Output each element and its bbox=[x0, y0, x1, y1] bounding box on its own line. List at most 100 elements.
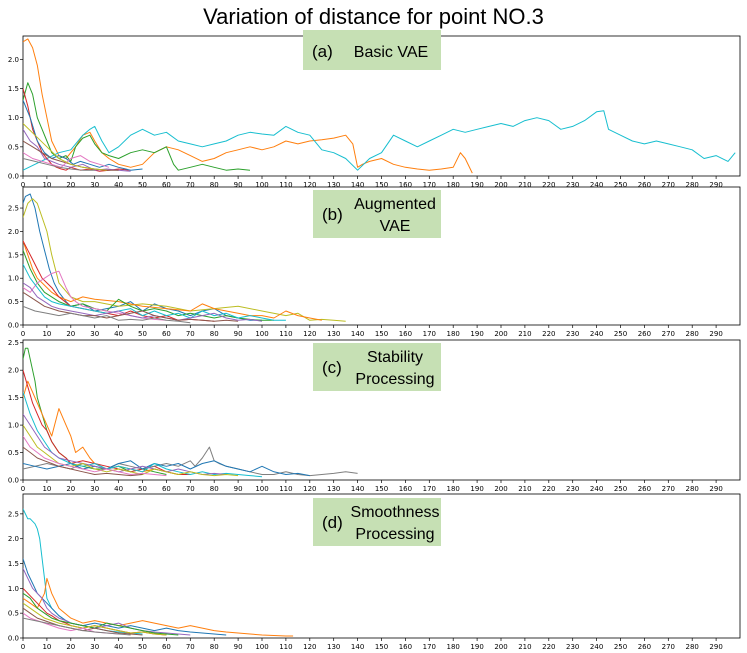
series-line-olive bbox=[23, 424, 239, 477]
x-tick-label: 100 bbox=[255, 330, 268, 338]
x-tick-label: 120 bbox=[303, 181, 316, 189]
y-tick-label: 0.0 bbox=[8, 635, 19, 643]
x-tick-label: 30 bbox=[90, 485, 99, 493]
x-tick-label: 80 bbox=[210, 181, 219, 189]
x-tick-label: 90 bbox=[234, 485, 243, 493]
x-tick-label: 0 bbox=[21, 330, 25, 338]
series-line-cyan bbox=[23, 263, 286, 321]
x-tick-label: 250 bbox=[614, 485, 627, 493]
panel-label: (c) bbox=[322, 358, 342, 377]
x-tick-label: 50 bbox=[138, 643, 147, 651]
series-line-olive bbox=[23, 198, 346, 322]
y-tick-label: 2.0 bbox=[8, 367, 19, 375]
x-tick-label: 280 bbox=[686, 643, 699, 651]
x-tick-label: 170 bbox=[423, 330, 436, 338]
panel-title-line: Augmented bbox=[354, 196, 436, 213]
y-tick-label: 0.0 bbox=[8, 477, 19, 485]
x-tick-label: 30 bbox=[90, 643, 99, 651]
x-tick-label: 90 bbox=[234, 643, 243, 651]
x-tick-label: 240 bbox=[590, 643, 603, 651]
x-tick-label: 100 bbox=[255, 643, 268, 651]
panel-label: (b) bbox=[322, 205, 343, 224]
x-tick-label: 210 bbox=[518, 643, 531, 651]
x-tick-label: 150 bbox=[375, 485, 388, 493]
y-tick-label: 0.0 bbox=[8, 173, 19, 181]
y-tick-label: 1.5 bbox=[8, 394, 19, 402]
panel-title: Basic VAE bbox=[354, 44, 428, 61]
x-tick-label: 50 bbox=[138, 330, 147, 338]
x-tick-label: 70 bbox=[186, 181, 195, 189]
x-tick-label: 10 bbox=[42, 643, 51, 651]
x-tick-label: 10 bbox=[42, 181, 51, 189]
series-line-purple bbox=[23, 282, 263, 322]
y-tick-label: 0.5 bbox=[8, 449, 19, 457]
panel-title-line: Smoothness bbox=[351, 504, 440, 521]
x-tick-label: 290 bbox=[709, 485, 722, 493]
x-tick-label: 50 bbox=[138, 181, 147, 189]
panel-title-line: Stability bbox=[367, 349, 423, 366]
x-tick-label: 120 bbox=[303, 330, 316, 338]
x-tick-label: 290 bbox=[709, 643, 722, 651]
series-line-pink bbox=[23, 152, 110, 168]
x-tick-label: 130 bbox=[327, 330, 340, 338]
series-line-orange bbox=[23, 240, 322, 321]
panel-label: (a) bbox=[312, 42, 333, 61]
x-tick-label: 190 bbox=[470, 643, 483, 651]
x-tick-label: 260 bbox=[638, 485, 651, 493]
x-tick-label: 100 bbox=[255, 485, 268, 493]
y-tick-label: 1.0 bbox=[8, 585, 19, 593]
x-tick-label: 190 bbox=[470, 181, 483, 189]
x-tick-label: 60 bbox=[162, 643, 171, 651]
series-line-cyan bbox=[23, 110, 736, 171]
x-tick-label: 270 bbox=[662, 181, 675, 189]
series-line-olive bbox=[23, 602, 167, 636]
x-tick-label: 90 bbox=[234, 181, 243, 189]
y-tick-label: 1.5 bbox=[8, 560, 19, 568]
x-tick-label: 250 bbox=[614, 330, 627, 338]
x-tick-label: 170 bbox=[423, 643, 436, 651]
x-tick-label: 180 bbox=[447, 643, 460, 651]
x-tick-label: 50 bbox=[138, 485, 147, 493]
x-tick-label: 40 bbox=[114, 330, 123, 338]
x-tick-label: 290 bbox=[709, 330, 722, 338]
series-line-green bbox=[23, 347, 167, 475]
series-line-gray bbox=[23, 617, 131, 636]
x-tick-label: 260 bbox=[638, 330, 651, 338]
series-line-green bbox=[23, 82, 251, 171]
x-tick-label: 240 bbox=[590, 485, 603, 493]
x-tick-label: 110 bbox=[279, 643, 292, 651]
y-tick-label: 0.5 bbox=[8, 298, 19, 306]
x-tick-label: 110 bbox=[279, 330, 292, 338]
x-tick-label: 140 bbox=[351, 330, 364, 338]
x-tick-label: 40 bbox=[114, 643, 123, 651]
x-tick-label: 70 bbox=[186, 485, 195, 493]
panel-title-line: VAE bbox=[380, 218, 411, 235]
x-tick-label: 60 bbox=[162, 330, 171, 338]
panel-4: 0 10 20 30 40 50 60 70 80 90 100 110 120 130 140 150 160… bbox=[8, 493, 741, 651]
x-tick-label: 150 bbox=[375, 330, 388, 338]
x-tick-label: 130 bbox=[327, 643, 340, 651]
x-tick-label: 80 bbox=[210, 485, 219, 493]
x-tick-label: 180 bbox=[447, 181, 460, 189]
x-tick-label: 240 bbox=[590, 181, 603, 189]
x-tick-label: 230 bbox=[566, 485, 579, 493]
panel-label-box bbox=[313, 498, 441, 546]
series-line-brown bbox=[23, 446, 143, 477]
x-tick-label: 170 bbox=[423, 181, 436, 189]
figure-title: Variation of distance for point NO.3 bbox=[203, 4, 544, 29]
panel-label: (d) bbox=[322, 513, 343, 532]
y-tick-label: 1.5 bbox=[8, 251, 19, 259]
x-tick-label: 60 bbox=[162, 485, 171, 493]
series-line-brown bbox=[23, 291, 239, 322]
x-tick-label: 20 bbox=[66, 181, 75, 189]
x-tick-label: 120 bbox=[303, 485, 316, 493]
x-tick-label: 200 bbox=[494, 330, 507, 338]
x-tick-label: 290 bbox=[709, 181, 722, 189]
x-tick-label: 40 bbox=[114, 485, 123, 493]
x-tick-label: 230 bbox=[566, 643, 579, 651]
x-tick-label: 150 bbox=[375, 643, 388, 651]
x-tick-label: 110 bbox=[279, 181, 292, 189]
x-tick-label: 210 bbox=[518, 181, 531, 189]
x-tick-label: 130 bbox=[327, 181, 340, 189]
